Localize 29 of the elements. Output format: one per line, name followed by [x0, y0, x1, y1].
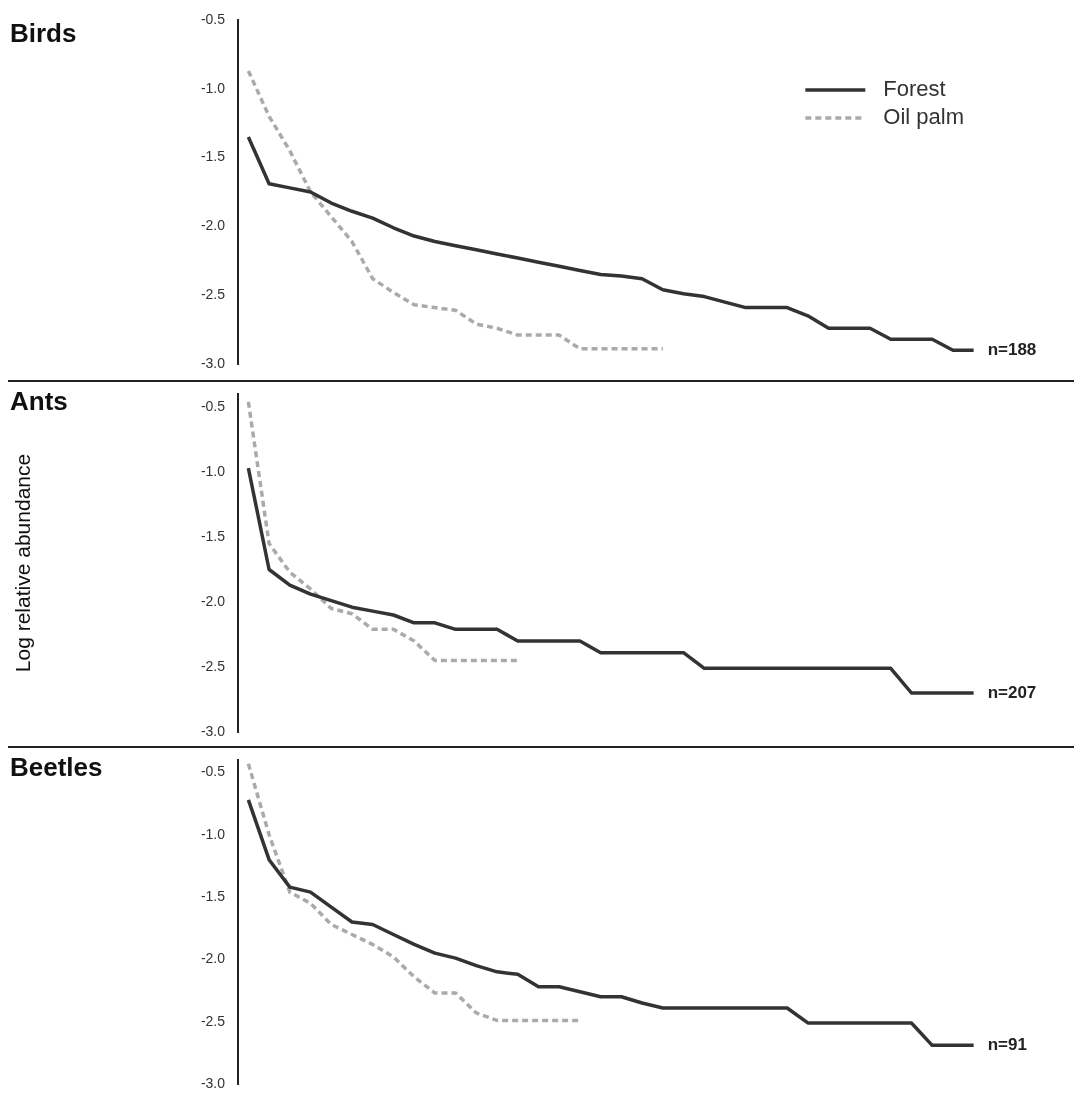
y-tick-label: -0.5: [200, 763, 226, 780]
y-axis-title: Log relative abundance: [11, 453, 35, 673]
y-tick-label: -3.0: [200, 354, 226, 371]
legend-label: Forest: [883, 76, 946, 102]
y-tick-label: -2.0: [200, 217, 226, 234]
y-tick-label: -1.0: [200, 79, 226, 96]
line-series: [246, 69, 665, 351]
y-tick-label: -2.5: [200, 657, 226, 674]
text: n=188: [987, 339, 1037, 359]
y-tick-label: -1.0: [200, 825, 226, 842]
chart-title: Beetles: [10, 752, 103, 783]
y-tick-label: -0.5: [200, 397, 226, 414]
legend-label: Oil palm: [883, 104, 964, 130]
line-series: [246, 400, 520, 663]
y-tick-label: -1.0: [200, 462, 226, 479]
text: n=91: [987, 1035, 1027, 1055]
y-tick-label: -3.0: [200, 722, 226, 739]
text: n=207: [987, 682, 1037, 702]
y-tick-label: -2.5: [200, 286, 226, 303]
y-tick-label: -1.5: [200, 148, 226, 165]
y-tick-label: -2.0: [200, 592, 226, 609]
chart-title: Ants: [10, 386, 68, 417]
y-tick-label: -3.0: [200, 1074, 226, 1091]
y-tick-label: -2.0: [200, 950, 226, 967]
y-tick-label: -1.5: [200, 527, 226, 544]
y-tick-label: -0.5: [200, 10, 226, 27]
y-tick-label: -1.5: [200, 887, 226, 904]
chart-title: Birds: [10, 18, 77, 49]
y-tick-label: -2.5: [200, 1012, 226, 1029]
